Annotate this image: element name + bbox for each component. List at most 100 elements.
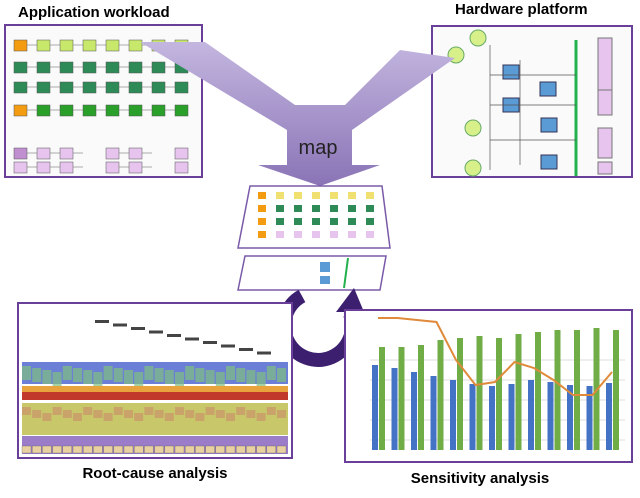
sens-bar-green	[457, 338, 463, 450]
app-block	[128, 104, 143, 117]
hw-block	[540, 117, 558, 133]
layer-blocks	[258, 192, 374, 238]
root-cell	[93, 445, 103, 454]
root-bar	[246, 370, 256, 384]
root-bar	[42, 413, 52, 421]
app-title: Application workload	[18, 4, 170, 21]
hw-blocks	[447, 29, 613, 177]
root-chart	[21, 320, 288, 454]
layer-back	[237, 255, 387, 291]
root-bar	[195, 368, 205, 382]
root-bar	[226, 413, 235, 421]
root-gantt	[185, 337, 199, 341]
hw-node	[464, 159, 482, 177]
root-bar	[93, 372, 103, 386]
root-cell	[276, 445, 287, 454]
layer-block	[258, 218, 266, 225]
sens-line	[378, 317, 613, 396]
root-bar	[185, 410, 195, 418]
app-block	[36, 61, 51, 74]
app-block	[151, 81, 166, 94]
root-bar	[154, 410, 164, 418]
sens-bar-blue	[411, 372, 417, 450]
layer-block	[330, 192, 338, 199]
root-bar	[52, 407, 62, 415]
root-bar	[113, 407, 123, 415]
root-bar	[134, 372, 144, 386]
sens-bar-green	[554, 330, 561, 450]
app-block	[59, 81, 74, 94]
layer-block	[276, 192, 284, 199]
root-bar	[256, 372, 266, 386]
root-bar	[175, 407, 184, 415]
root-cell	[266, 445, 276, 454]
root-cell	[62, 445, 72, 454]
root-bar	[205, 407, 215, 415]
layer-block	[312, 192, 320, 199]
app-block	[174, 161, 189, 174]
root-cell	[195, 445, 205, 454]
layer-block	[258, 231, 266, 238]
root-cell	[185, 445, 195, 454]
sens-bar-green	[379, 347, 385, 450]
root-cell	[103, 445, 113, 454]
app-block	[105, 104, 120, 117]
sens-bar-blue	[391, 368, 398, 450]
sens-bar-blue	[528, 380, 534, 450]
root-cell	[154, 445, 164, 454]
sens-bar-green	[437, 340, 444, 450]
root-cell	[225, 445, 236, 454]
app-block	[105, 147, 120, 160]
layer-block	[276, 218, 284, 225]
root-bar	[62, 410, 72, 418]
root-bar	[22, 366, 31, 380]
root-bar	[93, 410, 103, 418]
layer-block	[348, 231, 356, 238]
root-bar	[42, 370, 52, 384]
sens-bar-green	[515, 334, 522, 450]
sens-bar-blue	[450, 380, 456, 450]
sens-chart	[370, 317, 625, 450]
root-cell	[113, 445, 123, 454]
hw-block	[502, 64, 520, 80]
app-block	[82, 104, 97, 117]
hw-mem	[597, 161, 613, 175]
root-bar	[52, 372, 62, 386]
root-gantt	[149, 330, 163, 334]
root-cell	[21, 445, 32, 454]
root-bar	[236, 407, 246, 415]
root-cell	[246, 445, 256, 454]
layer-block	[294, 205, 302, 212]
sens-bar-blue	[586, 386, 593, 450]
app-block	[151, 104, 166, 117]
root-band	[22, 392, 288, 400]
app-block	[128, 161, 143, 174]
sens-title: Sensitivity analysis	[411, 470, 549, 487]
root-band	[22, 403, 288, 435]
app-block	[128, 81, 143, 94]
layer-block	[348, 205, 356, 212]
root-cell	[72, 445, 83, 454]
layer-block	[312, 205, 320, 212]
root-bar	[277, 410, 286, 418]
app-block	[105, 161, 120, 174]
app-block	[174, 81, 189, 94]
app-block	[174, 104, 189, 117]
sens-bar-blue	[606, 383, 612, 450]
layer-block	[330, 218, 338, 225]
root-cell	[205, 445, 215, 454]
sens-bar-green	[613, 330, 619, 450]
app-block	[174, 147, 189, 160]
app-block	[13, 81, 28, 94]
map-label: map	[299, 137, 338, 159]
root-gantt	[167, 334, 181, 337]
root-gantt	[257, 351, 271, 355]
app-block	[59, 161, 74, 174]
root-cell	[256, 445, 266, 454]
root-bar	[266, 407, 276, 415]
root-cell	[144, 445, 154, 454]
root-gantt	[239, 348, 253, 351]
sens-bar-green	[418, 345, 424, 450]
app-block	[59, 104, 74, 117]
